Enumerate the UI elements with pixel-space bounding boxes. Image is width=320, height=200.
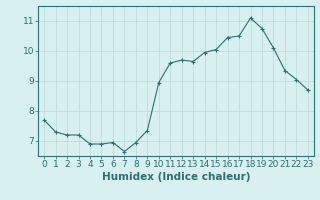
- X-axis label: Humidex (Indice chaleur): Humidex (Indice chaleur): [102, 172, 250, 182]
